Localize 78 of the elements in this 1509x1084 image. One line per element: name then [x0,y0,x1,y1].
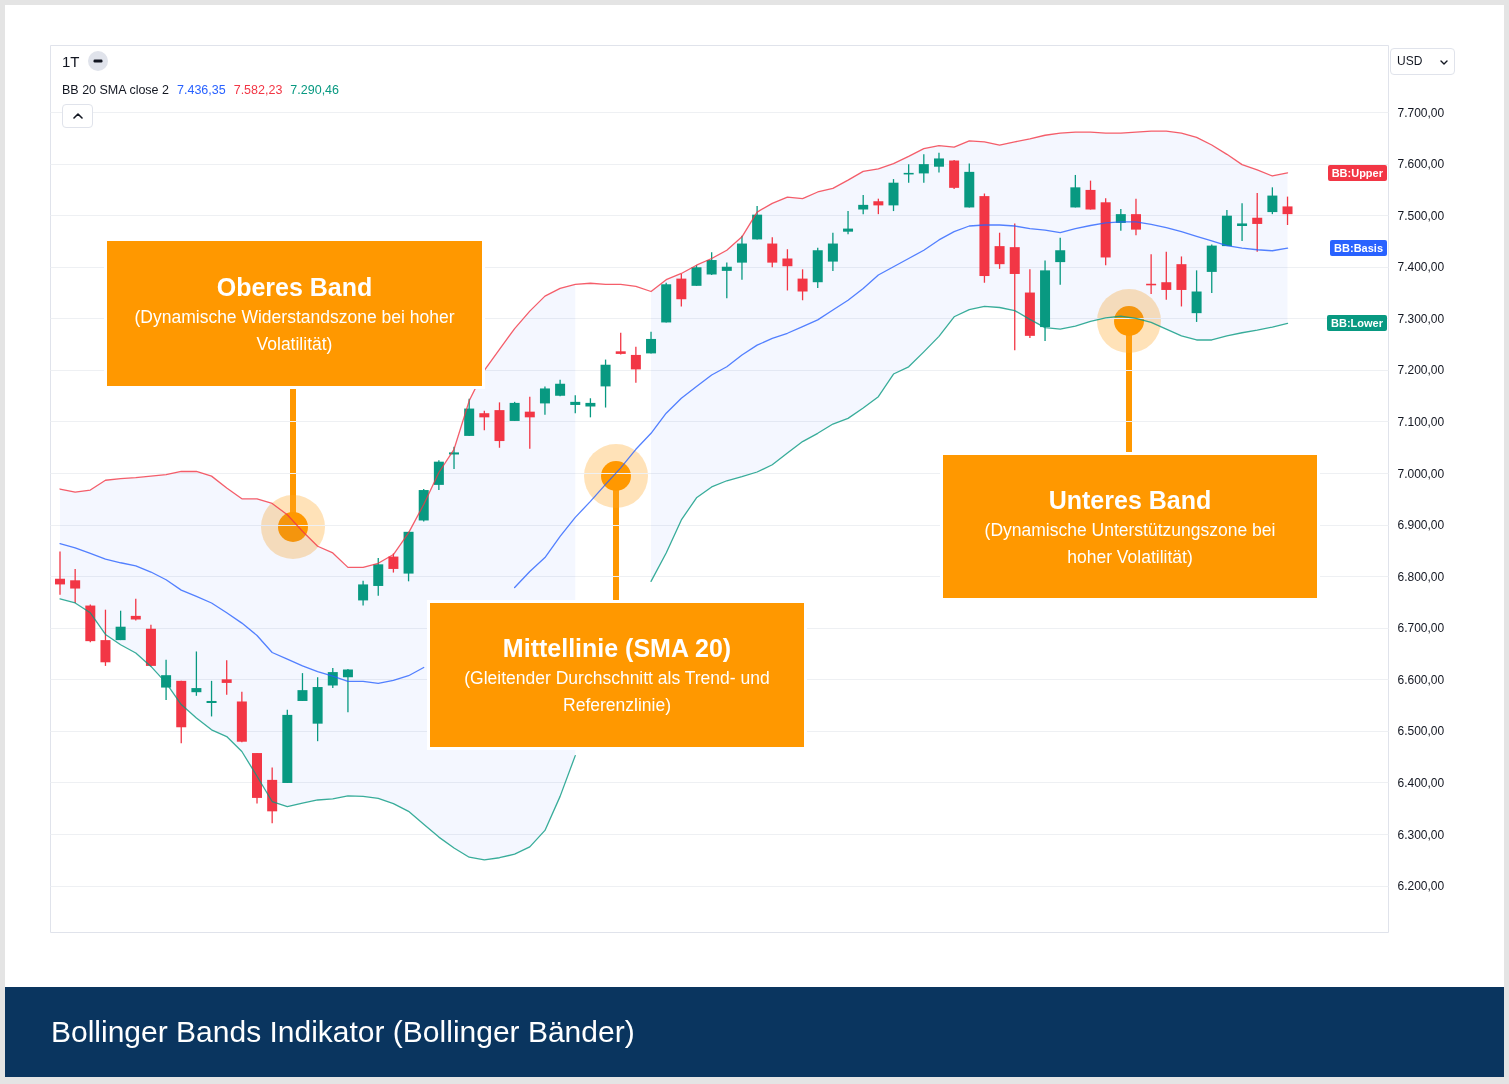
y-tick-label: 7.400,00 [1397,260,1445,275]
currency-dropdown: USD [1390,48,1455,75]
annotation: 7.436,35 [177,83,226,97]
callout-box: Unteres Band (Dynamische Unterstützungszone bei hoher Volatilität) [940,452,1320,601]
candlestick [100,609,111,667]
y-tick-label: 7.600,00 [1397,157,1445,172]
callout-box: Oberes Band (Dynamische Widerstandszone bei hoher Volatilität) [104,238,485,389]
candlestick [358,580,369,607]
candlestick [933,152,944,174]
annotation: Oberes Band [216,272,373,301]
y-tick-label: 6.800,00 [1397,569,1445,584]
annotation: Unteres Band [1048,485,1212,514]
candlestick [206,680,217,718]
candlestick [630,346,641,384]
candlestick [1191,269,1202,323]
annotation: (Dynamische Widerstandszone bei hoher Volatilität) [134,306,455,354]
candlestick [509,401,520,422]
candlestick [479,409,490,431]
y-tick-label: 7.500,00 [1397,208,1445,223]
y-tick-label: 6.400,00 [1397,775,1445,790]
candlestick [585,397,596,418]
candlestick [691,264,702,287]
candlestick [1161,251,1172,301]
annotation: Mittellinie (SMA 20) [502,634,732,662]
text: BB:Basis [1330,240,1387,257]
y-tick-label: 7.300,00 [1397,311,1445,326]
y-tick-label: 6.500,00 [1397,724,1445,739]
candlestick [706,251,717,276]
candlestick [827,232,838,272]
candlestick [191,650,202,697]
candlestick [994,232,1005,270]
annotation: BB 20 SMA close 2 [62,83,170,97]
y-tick-label: 6.300,00 [1397,827,1445,842]
candlestick [70,568,81,604]
candlestick [736,235,747,281]
y-tick-label: 7.000,00 [1397,466,1445,481]
annotation: 1T [62,52,80,70]
candlestick [782,248,793,292]
text: Bollinger Bands Indikator (Bollinger Bänder) [51,1014,635,1050]
candlestick [600,358,611,409]
candlestick [1085,179,1096,211]
candlestick [843,210,854,235]
candlestick [1282,195,1293,226]
y-tick-label: 6.600,00 [1397,672,1445,687]
candlestick [918,153,929,184]
y-tick-label: 7.200,00 [1397,363,1445,378]
annotation: 7.582,23 [233,83,283,97]
candlestick [297,672,308,702]
candlestick [858,194,869,215]
candlestick [1252,192,1263,253]
y-tick-label: 6.700,00 [1397,621,1445,636]
annotation: (Dynamische Unterstützungszone bei hoher Volatilität) [984,519,1276,567]
y-tick-label: 7.100,00 [1397,414,1445,429]
y-tick-label: 7.700,00 [1397,105,1445,120]
text: BB:Lower [1327,315,1387,332]
candlestick [1070,174,1081,209]
candlestick [570,394,581,414]
candlestick [767,236,778,268]
candlestick [888,178,899,212]
candlestick [1267,186,1278,215]
candlestick [721,261,732,299]
candlestick [373,557,384,597]
candlestick [1055,237,1066,286]
candlestick [676,273,687,308]
candlestick [342,668,353,713]
y-tick-label: 6.200,00 [1397,879,1445,894]
candlestick [161,659,172,701]
callout-box: Mittellinie (SMA 20) (Gleitender Durchschnitt als Trend- und Referenzlinie) [427,600,807,750]
text: BB:Upper [1327,164,1387,181]
annotation: 7.290,46 [290,83,340,97]
candlestick [221,659,232,696]
candlestick [797,268,808,301]
y-tick-label: 6.900,00 [1397,518,1445,533]
candlestick [1237,202,1248,242]
candlestick [539,385,550,416]
annotation: (Gleitender Durchschnitt als Trend- und Referenzlinie) [464,668,770,715]
candlestick [115,610,126,641]
candlestick [1130,198,1141,236]
